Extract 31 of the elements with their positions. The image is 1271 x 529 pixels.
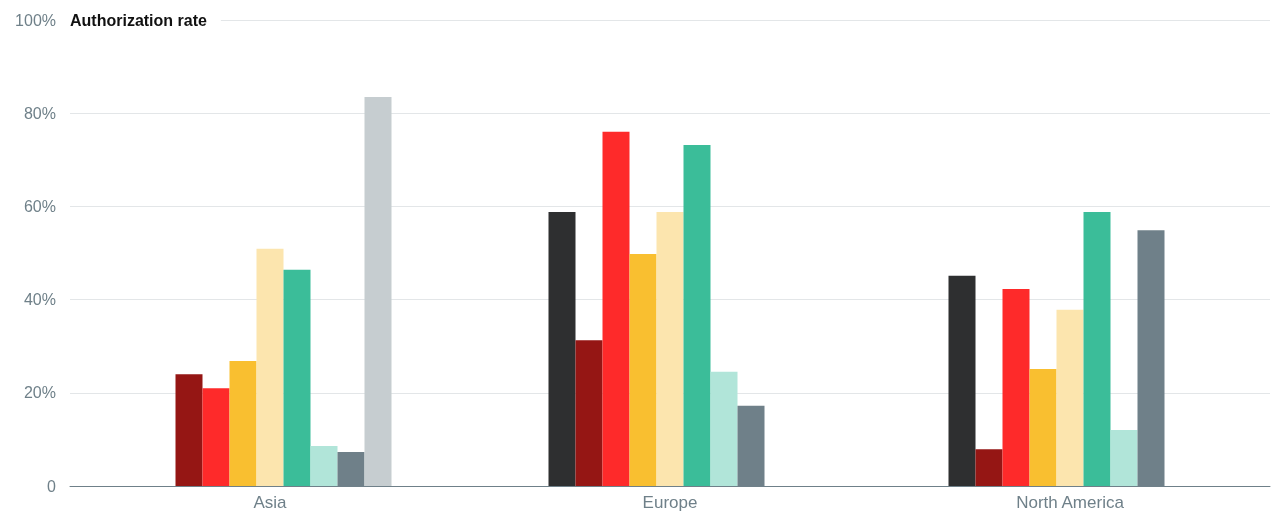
bar (710, 371, 738, 486)
bar (1002, 288, 1030, 486)
bar (229, 361, 257, 486)
x-tick-label: North America (1016, 493, 1125, 512)
bar (1029, 369, 1057, 486)
bar (310, 445, 338, 486)
bar (602, 131, 630, 486)
bar (656, 211, 684, 486)
bar (175, 374, 203, 486)
x-tick-label: Asia (253, 493, 288, 512)
y-tick-label: 60% (23, 197, 56, 215)
bar (283, 269, 311, 486)
bar (975, 449, 1003, 486)
y-tick-label: 0 (47, 477, 57, 495)
y-tick-label: 100% (15, 11, 56, 29)
y-tick-label: 20% (23, 384, 56, 402)
bar (1110, 430, 1138, 486)
y-axis-title: Authorization rate (70, 11, 207, 29)
bar (948, 275, 976, 486)
bar (1083, 211, 1111, 486)
bar (575, 340, 603, 486)
y-tick-label: 80% (23, 104, 56, 122)
bar (202, 388, 230, 486)
bar (1056, 309, 1084, 486)
y-tick-label: 40% (23, 291, 56, 309)
bar (256, 248, 284, 486)
bar (683, 144, 711, 486)
bar (364, 96, 392, 486)
bar (629, 253, 657, 486)
x-tick-label: Europe (642, 493, 698, 512)
bar (548, 211, 576, 486)
